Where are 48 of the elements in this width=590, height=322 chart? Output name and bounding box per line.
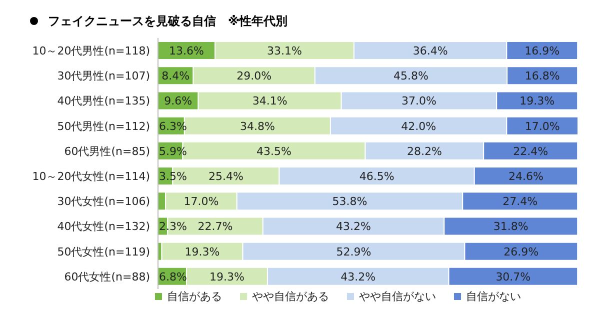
y-tick-label: 50代女性(n=119) bbox=[57, 245, 150, 258]
data-label: 17.0% bbox=[524, 120, 560, 133]
data-label: 42.0% bbox=[401, 120, 436, 133]
chart-title: フェイクニュースを見破る自信 ※性年代別 bbox=[48, 12, 288, 30]
data-label: 17.0% bbox=[184, 195, 219, 208]
data-label: 19.3% bbox=[184, 245, 220, 258]
data-label: 16.9% bbox=[524, 44, 560, 58]
data-label: 43.2% bbox=[340, 270, 376, 284]
y-tick-label: 50代男性(n=112) bbox=[57, 120, 150, 133]
y-tick-label: 40代男性(n=135) bbox=[57, 94, 150, 108]
data-label: 36.4% bbox=[412, 44, 448, 58]
data-label: 19.3% bbox=[210, 270, 244, 284]
data-label: 53.8% bbox=[332, 195, 368, 208]
data-label: 37.0% bbox=[402, 94, 436, 108]
legend-label: やや自信がない bbox=[358, 289, 436, 304]
data-label: 28.2% bbox=[406, 144, 442, 158]
data-label: 43.5% bbox=[256, 144, 292, 158]
data-label: 33.1% bbox=[267, 44, 302, 58]
legend-label: やや自信がある bbox=[251, 289, 329, 304]
data-label: 9.6% bbox=[164, 94, 192, 108]
data-label: 29.0% bbox=[236, 70, 272, 83]
data-label: 24.6% bbox=[508, 170, 544, 184]
y-tick-label: 30代男性(n=107) bbox=[57, 70, 150, 83]
legend-label: 自信がない bbox=[465, 289, 521, 304]
y-tick-label: 10～20代女性(n=114) bbox=[32, 170, 150, 183]
y-tick-label: 30代女性(n=106) bbox=[57, 195, 150, 208]
data-label: 34.1% bbox=[252, 94, 288, 108]
data-label: 22.7% bbox=[198, 220, 233, 234]
data-label: 52.9% bbox=[336, 245, 372, 258]
data-label: 26.9% bbox=[504, 245, 539, 258]
data-label: 27.4% bbox=[502, 195, 538, 208]
data-label: 13.6% bbox=[169, 44, 204, 58]
data-label: 19.3% bbox=[520, 94, 555, 108]
data-label: 45.8% bbox=[394, 70, 428, 83]
data-label: 25.4% bbox=[208, 170, 244, 184]
y-tick-label: 40代女性(n=132) bbox=[57, 220, 150, 234]
data-label: 8.4% bbox=[162, 70, 190, 83]
y-tick-label: 10～20代男性(n=118) bbox=[32, 44, 150, 58]
legend-label: 自信がある bbox=[166, 289, 222, 304]
data-label: 46.5% bbox=[359, 170, 394, 184]
data-label: 16.8% bbox=[524, 70, 560, 83]
data-label: 31.8% bbox=[493, 220, 528, 234]
data-label: 43.2% bbox=[336, 220, 371, 234]
data-label: 22.4% bbox=[513, 144, 548, 158]
y-tick-label: 60代女性(n=88) bbox=[64, 270, 150, 284]
y-tick-label: 60代男性(n=85) bbox=[64, 144, 150, 158]
data-label: 30.7% bbox=[496, 270, 531, 284]
data-label: 34.8% bbox=[240, 120, 275, 133]
